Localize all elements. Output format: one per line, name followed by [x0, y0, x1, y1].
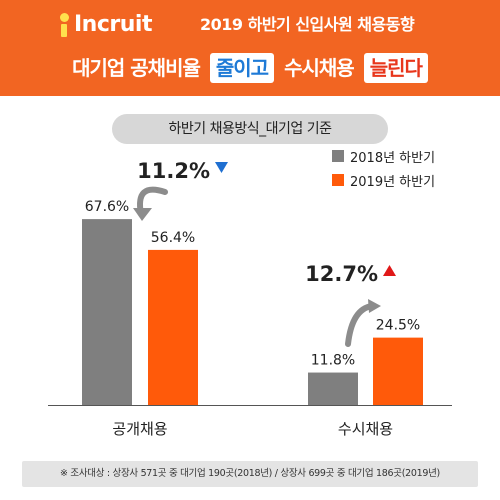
headline: 대기업 공채비율 줄이고 수시채용 늘린다	[0, 52, 500, 88]
legend-swatch	[332, 174, 344, 186]
header-banner: Incruit 2019 하반기 신입사원 채용동향 대기업 공채비율 줄이고 …	[0, 0, 500, 96]
logo-text: Incruit	[74, 12, 152, 37]
legend-swatch	[332, 150, 344, 162]
data-label: 24.5%	[376, 318, 420, 334]
headline-part2: 수시채용	[284, 56, 355, 80]
up-triangle-icon	[383, 265, 396, 276]
down-triangle-icon	[215, 162, 228, 173]
data-label: 67.6%	[85, 199, 129, 215]
headline-part1: 대기업 공채비율	[72, 56, 201, 80]
change-annotation: 11.2%	[137, 159, 210, 183]
data-label: 11.8%	[311, 353, 355, 369]
legend-label: 2019년 하반기	[350, 175, 435, 190]
header-title: 2019 하반기 신입사원 채용동향	[200, 15, 415, 34]
change-arrow	[345, 303, 375, 347]
x-tick-label: 공개채용	[112, 420, 167, 438]
bar-1-1	[82, 219, 132, 405]
change-annotation: 12.7%	[305, 262, 378, 286]
bar-2-1	[308, 372, 358, 405]
logo-mark-icon	[58, 13, 70, 37]
bar-1-2	[148, 249, 198, 405]
survey-footnote: ※ 조사대상 : 상장사 571곳 중 대기업 190곳(2018년) / 상장…	[22, 461, 478, 487]
legend-label: 2018년 하반기	[350, 151, 435, 166]
data-label: 56.4%	[151, 230, 195, 246]
change-arrow-head	[133, 208, 152, 221]
headline-highlight-decrease: 줄이고	[209, 53, 275, 83]
change-arrow-head	[368, 299, 381, 313]
chart-subtitle: 하반기 채용방식_대기업 기준	[112, 114, 388, 144]
bar-2-2	[373, 337, 423, 405]
headline-highlight-increase: 늘린다	[363, 53, 428, 83]
x-tick-label: 수시채용	[338, 420, 393, 438]
